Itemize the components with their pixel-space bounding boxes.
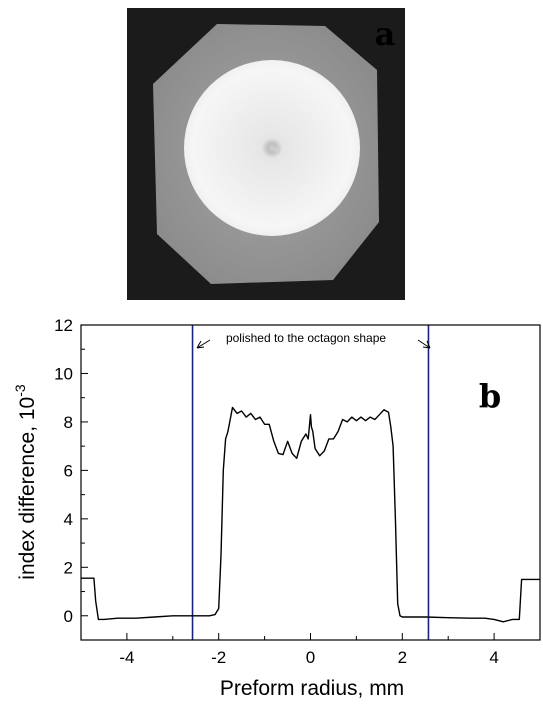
x-tick-label: 2	[398, 648, 407, 667]
plot-frame	[80, 324, 541, 641]
y-axis-title: index difference, 10-3	[12, 384, 39, 580]
x-tick-label: 0	[306, 648, 315, 667]
y-tick-label: 10	[54, 364, 73, 383]
y-tick-label: 4	[64, 510, 73, 529]
y-tick-label: 8	[64, 413, 73, 432]
y-axis-title-text: index difference, 10	[16, 397, 39, 580]
x-tick-label: 4	[489, 648, 498, 667]
y-axis-title-exponent: -3	[12, 384, 28, 397]
preform-cross-section-photo: a	[127, 8, 405, 300]
panel-label-b: b	[479, 377, 501, 415]
x-tick-label: -4	[119, 648, 134, 667]
y-tick-label: 12	[54, 316, 73, 335]
panel-label-a: a	[375, 15, 396, 53]
octagon-annotation: polished to the octagon shape	[226, 331, 386, 345]
y-tick-label: 6	[64, 461, 73, 480]
y-tick-label: 0	[64, 607, 73, 626]
x-axis-title: Preform radius, mm	[220, 677, 404, 700]
core-center-dot	[274, 147, 280, 153]
y-tick-label: 2	[64, 558, 73, 577]
preform-core	[184, 60, 360, 236]
annotation-arrow-right	[417, 339, 431, 349]
index-profile-line	[81, 406, 540, 623]
annotation-arrow-left	[196, 339, 211, 349]
y-axis-title-group: index difference, 10-3	[12, 384, 39, 580]
index-profile-chart: -4 -2 0 2 4 0 2 4 6 8 10 12 Preform radius, mm ind…	[12, 316, 541, 700]
x-tick-label: -2	[211, 648, 226, 667]
